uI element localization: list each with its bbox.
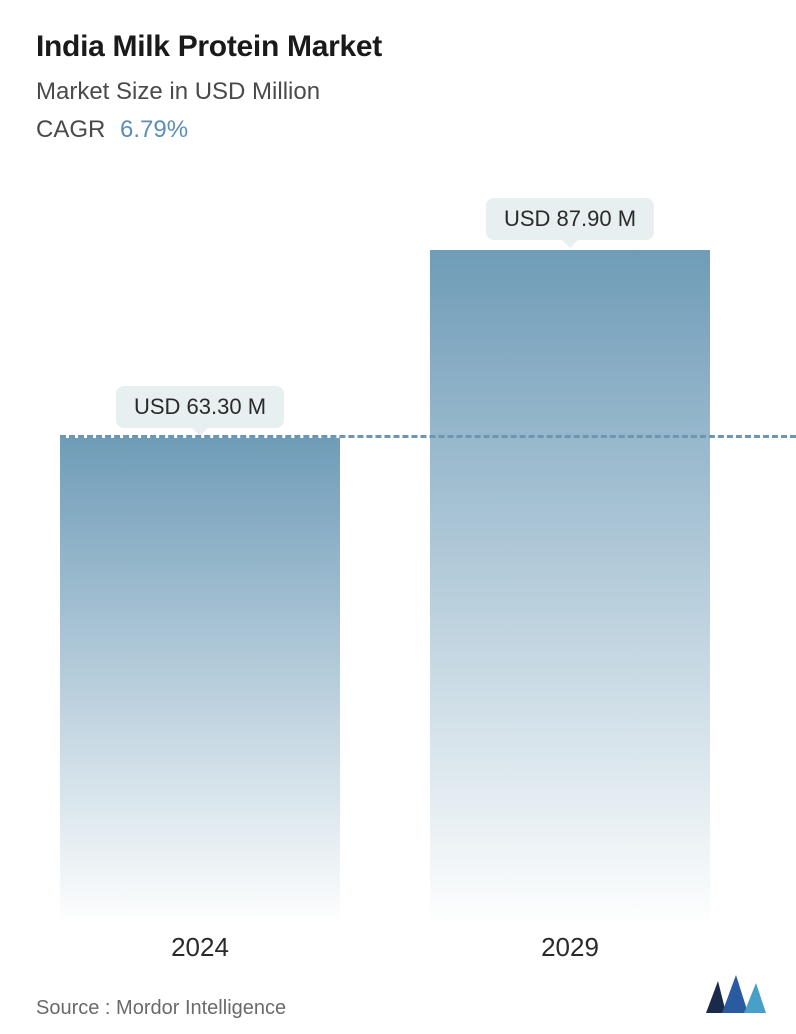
source-attribution: Source : Mordor Intelligence	[36, 997, 286, 1020]
x-axis-label: 2029	[430, 932, 710, 963]
cagr-value: 6.79%	[120, 116, 188, 143]
cagr-label: CAGR	[36, 116, 105, 143]
reference-dashed-line	[60, 435, 796, 438]
chart-header: India Milk Protein Market Market Size in…	[0, 0, 796, 154]
bar: USD 63.30 M	[60, 438, 340, 920]
cagr-row: CAGR 6.79%	[36, 116, 760, 144]
x-axis-label: 2024	[60, 932, 340, 963]
chart-subtitle: Market Size in USD Million	[36, 78, 760, 106]
chart-plot-area: USD 63.30 M USD 87.90 M	[0, 200, 796, 920]
bar-fill	[60, 438, 340, 920]
brand-logo	[704, 973, 768, 1020]
bar-fill	[430, 250, 710, 920]
value-pill: USD 87.90 M	[486, 198, 654, 240]
chart-title: India Milk Protein Market	[36, 30, 760, 64]
value-pill: USD 63.30 M	[116, 386, 284, 428]
bar: USD 87.90 M	[430, 250, 710, 920]
